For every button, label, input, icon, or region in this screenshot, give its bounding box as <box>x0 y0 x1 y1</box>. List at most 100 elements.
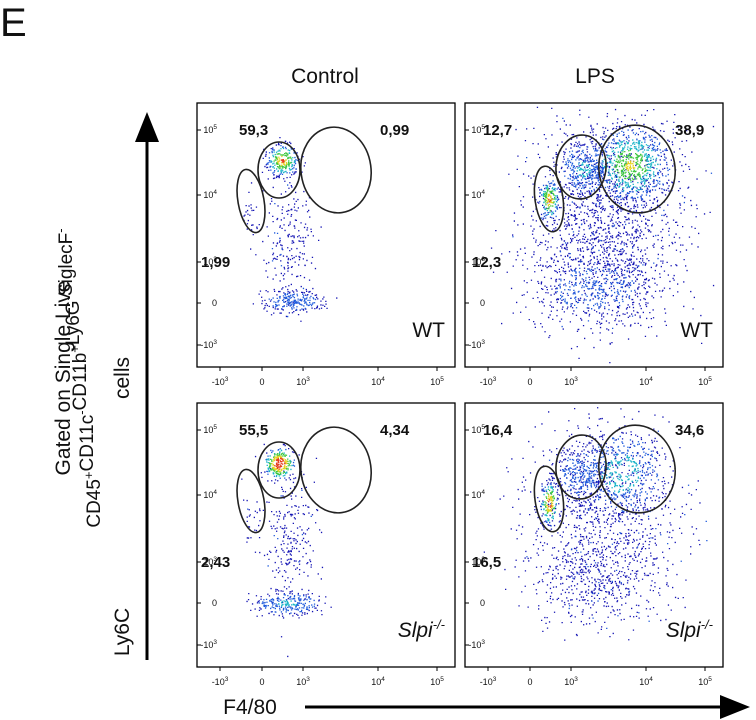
tick-label: 0 <box>212 298 217 308</box>
events <box>546 494 554 513</box>
tick-base: 10 <box>203 490 213 500</box>
tick-exp: 4 <box>381 676 385 683</box>
genotype: WT <box>680 319 713 342</box>
tick-exp: 5 <box>213 124 217 131</box>
gate-percentage: 2,43 <box>201 554 230 571</box>
tick-base: 10 <box>639 677 649 687</box>
events <box>247 448 316 614</box>
tick-label: -103 <box>212 376 229 387</box>
tick-exp: 3 <box>213 639 217 646</box>
tick-exp: 3 <box>225 376 229 383</box>
tick-base: 10 <box>471 125 481 135</box>
tick-label: 103 <box>203 556 217 567</box>
tick-exp: 3 <box>213 256 217 263</box>
tick-label: 103 <box>296 376 310 387</box>
tick-base: 0 <box>212 598 217 608</box>
tick-label: 0 <box>212 598 217 608</box>
tick-exp: 3 <box>213 339 217 346</box>
tick-exp: 3 <box>213 556 217 563</box>
tick-label: 0 <box>259 677 264 687</box>
tick-label: 0 <box>527 377 532 387</box>
tick-exp: 4 <box>213 489 217 496</box>
tick-label: -103 <box>468 339 485 350</box>
tick-exp: 3 <box>481 639 485 646</box>
tick-base: 10 <box>471 190 481 200</box>
tick-exp: 5 <box>440 376 444 383</box>
events <box>546 160 636 207</box>
genotype: WT <box>412 319 445 342</box>
marker-sign: + <box>81 471 96 479</box>
panel-frame <box>464 102 724 368</box>
gate <box>555 434 607 500</box>
tick-exp: 3 <box>306 376 310 383</box>
tick-label: 0 <box>527 677 532 687</box>
marker-sign: + <box>67 345 82 353</box>
tick-base: 10 <box>203 425 213 435</box>
genotype-name: WT <box>680 319 713 342</box>
gate <box>533 465 565 533</box>
gate <box>598 124 676 214</box>
events <box>277 155 288 167</box>
gate <box>533 165 565 233</box>
tick-label: 103 <box>471 256 485 267</box>
tick-base: 10 <box>296 677 306 687</box>
gate-percentage: 55,5 <box>239 422 268 439</box>
tick-exp: 4 <box>649 676 653 683</box>
tick-base: 0 <box>480 298 485 308</box>
marker-sign: - <box>60 296 75 300</box>
tick-label: -103 <box>212 676 229 687</box>
tick-base: 10 <box>203 125 213 135</box>
marker-name: CD11b <box>70 353 91 411</box>
tick-label: 104 <box>639 376 653 387</box>
marker-name: SiglecF <box>56 233 77 296</box>
tick-base: 10 <box>203 257 213 267</box>
tick-base: 10 <box>203 557 213 567</box>
events <box>243 137 338 322</box>
gate-percentage: 0,99 <box>380 122 409 139</box>
events <box>273 152 292 170</box>
tick-exp: 4 <box>649 376 653 383</box>
tick-base: -10 <box>200 340 213 350</box>
gate <box>236 468 266 534</box>
tick-label: 0 <box>259 377 264 387</box>
panel-frame <box>196 402 456 668</box>
tick-base: 10 <box>564 377 574 387</box>
tick-label: 105 <box>203 424 217 435</box>
tick-base: -10 <box>212 677 225 687</box>
gate <box>257 441 301 499</box>
tick-exp: 3 <box>493 676 497 683</box>
y-axis-label: Ly6C <box>111 608 134 656</box>
tick-label: 104 <box>471 489 485 500</box>
tick-base: 10 <box>698 377 708 387</box>
gate-percentage: 12,3 <box>472 254 501 271</box>
tick-exp: 5 <box>708 676 712 683</box>
marker-sign: - <box>74 410 89 414</box>
tick-label: 105 <box>471 424 485 435</box>
tick-exp: 5 <box>213 424 217 431</box>
tick-label: -103 <box>480 376 497 387</box>
tick-label: 103 <box>296 676 310 687</box>
tick-exp: 4 <box>481 189 485 196</box>
tick-label: 104 <box>639 676 653 687</box>
tick-exp: 5 <box>481 424 485 431</box>
marker-name: Ly6G <box>63 300 84 345</box>
gate-percentage: 59,3 <box>239 122 268 139</box>
figure-label: E <box>0 1 27 45</box>
tick-base: 0 <box>212 298 217 308</box>
events <box>280 159 285 163</box>
marker-name: CD45 <box>84 479 105 528</box>
gate <box>236 168 266 234</box>
gate <box>257 141 301 199</box>
marker-name: CD11c <box>77 415 98 472</box>
events <box>483 407 701 641</box>
gate-percentage: 12,7 <box>483 122 512 139</box>
tick-base: 10 <box>371 377 381 387</box>
genotype-sup: -/- <box>433 617 446 632</box>
tick-label: 103 <box>564 676 578 687</box>
gate-percentage: 16,4 <box>483 422 513 439</box>
genotype-name: Slpi <box>398 619 434 642</box>
tick-label: 105 <box>430 376 444 387</box>
